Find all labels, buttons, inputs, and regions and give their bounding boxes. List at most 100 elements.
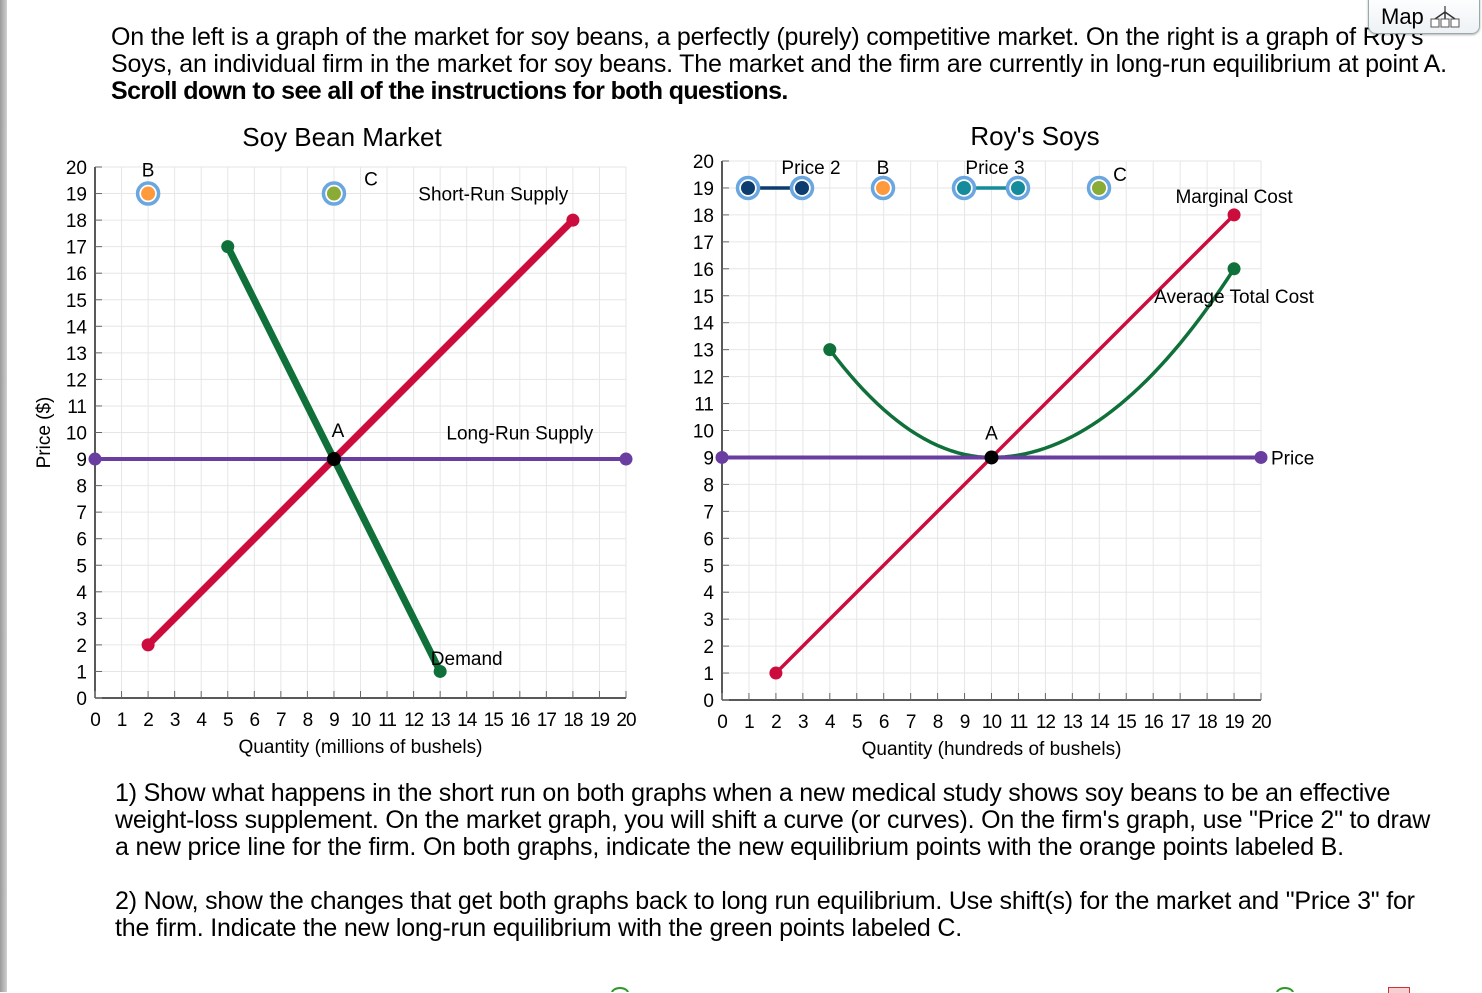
marginal-cost-curve[interactable]: [774, 213, 1236, 675]
y-tick-label: 0: [703, 691, 714, 712]
x-tick-label: 1: [744, 712, 754, 733]
equilibrium-point-a: [984, 450, 999, 465]
y-tick-label: 5: [76, 556, 87, 577]
x-tick-label: 18: [1198, 712, 1218, 733]
x-tick-label: 8: [933, 712, 943, 733]
y-tick-label: 6: [703, 529, 714, 550]
y-tick-label: 20: [66, 158, 87, 179]
x-tick-label: 3: [798, 712, 808, 733]
curve-endpoint-handle[interactable]: [619, 452, 633, 466]
point-c-tool-label: C: [1113, 165, 1127, 186]
y-tick-label: 4: [703, 583, 714, 604]
x-tick-label: 15: [1117, 712, 1137, 733]
price-2-tool-handle-fill: [741, 181, 755, 195]
y-tick-label: 0: [76, 689, 87, 710]
y-tick-label: 2: [76, 636, 87, 657]
graphs-canvas: 0 1 2 3 4 5 6 7 8 9 10 11 12 13 14 15 16 17 18 19 2001234567…: [34, 121, 1315, 760]
marginal-cost-label: Marginal Cost: [1175, 187, 1293, 208]
y-tick-label: 4: [76, 583, 87, 604]
y-axis-label: Price ($): [34, 397, 55, 469]
curve-endpoint-handle[interactable]: [1227, 262, 1241, 276]
point-c-tool-fill: [1092, 181, 1106, 195]
question-2: 2) Now, show the changes that get both g…: [115, 887, 1415, 942]
y-tick-label: 14: [66, 317, 88, 338]
curve-endpoint-handle[interactable]: [433, 664, 447, 678]
question-1: 1) Show what happens in the short run on…: [115, 779, 1431, 861]
map-button[interactable]: Map: [1368, 0, 1480, 34]
x-tick-label: 12: [1036, 712, 1056, 733]
x-tick-label: 7: [906, 712, 916, 733]
curve-endpoint-handle[interactable]: [1254, 450, 1268, 464]
x-tick-label: 1: [117, 710, 127, 731]
y-tick-label: 15: [66, 291, 87, 312]
y-tick-label: 12: [66, 370, 87, 391]
y-tick-label: 6: [76, 530, 87, 551]
x-tick-label: 9: [960, 712, 970, 733]
point-b-tool-fill: [876, 181, 890, 195]
x-tick-label: 10: [982, 712, 1002, 733]
point-b-tool-label: B: [877, 158, 890, 179]
curve-endpoint-handle[interactable]: [221, 240, 235, 254]
curve-endpoint-handle[interactable]: [715, 450, 729, 464]
x-tick-label: 10: [351, 710, 371, 731]
curve-endpoint-handle[interactable]: [1227, 208, 1241, 222]
y-tick-label: 5: [703, 556, 714, 577]
y-tick-label: 1: [703, 664, 714, 685]
y-tick-label: 13: [66, 344, 87, 365]
map-button-label: Map: [1381, 4, 1424, 29]
questions: 1) Show what happens in the short run on…: [115, 780, 1445, 969]
average-total-cost-curve[interactable]: [828, 267, 1236, 460]
x-axis-label: Quantity (millions of bushels): [239, 737, 483, 758]
price-3-tool-handle-fill: [1011, 181, 1025, 195]
y-tick-label: 7: [703, 502, 714, 523]
curve-endpoint-handle[interactable]: [566, 213, 580, 227]
x-tick-label: 16: [1144, 712, 1164, 733]
price-label: Price: [1271, 448, 1314, 469]
y-tick-label: 3: [76, 609, 87, 630]
y-tick-label: 2: [703, 637, 714, 658]
y-tick-label: 16: [66, 264, 87, 285]
y-tick-label: 17: [693, 233, 714, 254]
curve-endpoint-handle[interactable]: [769, 666, 783, 680]
chart-title: Soy Bean Market: [242, 122, 442, 152]
y-tick-label: 1: [76, 662, 87, 683]
x-tick-label: 19: [590, 710, 610, 731]
price-2-tool-handle-fill: [795, 181, 809, 195]
short-run-supply-curve[interactable]: [145, 217, 576, 648]
x-tick-label: 13: [1063, 712, 1083, 733]
chart-title: Roy's Soys: [970, 121, 1099, 151]
short-run-supply-label: Short-Run Supply: [418, 185, 568, 206]
y-tick-label: 14: [693, 314, 715, 335]
x-axis-label: Quantity (hundreds of bushels): [862, 739, 1122, 760]
point-c-label: C: [364, 170, 378, 191]
average-total-cost-label: Average Total Cost: [1154, 287, 1315, 308]
roys-soys-graph: 0 1 2 3 4 5 6 7 8 9 10 11 12 13 14 15 16 17 18 19 2001234567…: [693, 121, 1315, 760]
intro-text: On the left is a graph of the market for…: [111, 24, 1451, 105]
x-tick-label: 4: [825, 712, 836, 733]
curve-endpoint-handle[interactable]: [88, 452, 102, 466]
point-a-label: A: [332, 421, 345, 442]
x-tick-label: 17: [537, 710, 557, 731]
x-tick-label: 15: [484, 710, 504, 731]
x-tick-label: 18: [563, 710, 583, 731]
curve-endpoint-handle[interactable]: [141, 638, 155, 652]
y-tick-label: 12: [693, 368, 714, 389]
y-tick-label: 11: [67, 397, 87, 418]
intro-body: On the left is a graph of the market for…: [111, 23, 1447, 78]
sitemap-icon: [1430, 6, 1460, 28]
y-tick-label: 18: [693, 206, 714, 227]
delete-tool-icon[interactable]: [1388, 987, 1410, 993]
y-tick-label: 11: [694, 395, 714, 416]
x-tick-label: 11: [1010, 712, 1028, 733]
y-tick-label: 13: [693, 341, 714, 362]
x-tick-label: 6: [250, 710, 260, 731]
long-run-supply-label: Long-Run Supply: [446, 424, 593, 445]
next-item-hint-icon: [611, 987, 629, 992]
y-tick-label: 9: [76, 450, 87, 471]
x-tick-label: 14: [1090, 712, 1111, 733]
x-tick-label: 0: [717, 712, 727, 733]
x-tick-label: 0: [90, 710, 100, 731]
y-tick-label: 20: [693, 152, 714, 173]
x-tick-label: 14: [457, 710, 478, 731]
curve-endpoint-handle[interactable]: [823, 343, 837, 357]
